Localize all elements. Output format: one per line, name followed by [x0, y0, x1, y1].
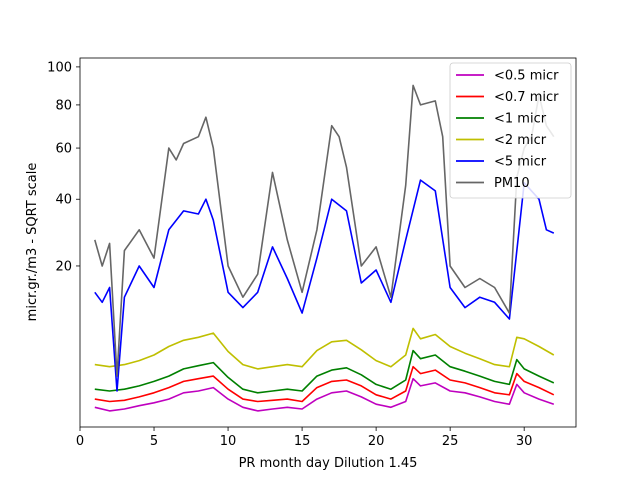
series-line-4 — [94, 327, 555, 370]
x-axis: 0 5 10 15 20 25 30 — [76, 427, 533, 449]
y-axis: 20 40 60 80 100 — [47, 60, 80, 274]
series-line-5 — [94, 179, 555, 392]
x-axis-label: PR month day Dilution 1.45 — [239, 456, 418, 471]
x-tick-label: 30 — [516, 434, 533, 449]
legend-label: <1 micr — [494, 112, 547, 127]
y-tick-label: 80 — [55, 98, 72, 113]
plot-frame — [79, 57, 577, 428]
series-line-1 — [94, 377, 555, 412]
x-tick-label: 20 — [368, 434, 385, 449]
legend-label: <0.5 micr — [494, 69, 559, 84]
legend: <0.5 micr <0.7 micr <1 micr <2 micr <5 micr P… — [449, 62, 572, 199]
x-tick-label: 25 — [442, 434, 459, 449]
y-tick-label: 40 — [55, 193, 72, 208]
x-tick-label: 5 — [150, 434, 158, 449]
y-tick-label: 20 — [55, 259, 72, 274]
series-line-3 — [94, 349, 555, 394]
legend-label: <5 micr — [494, 155, 547, 170]
y-axis-label: micr.gr./m3 - SQRT scale — [25, 163, 40, 322]
x-tick-label: 15 — [294, 434, 311, 449]
series-layer — [94, 84, 555, 412]
x-tick-label: 0 — [76, 434, 84, 449]
x-tick-label: 10 — [220, 434, 237, 449]
y-tick-label: 100 — [47, 60, 72, 75]
y-tick-label: 60 — [55, 142, 72, 157]
series-line-2 — [94, 365, 555, 403]
series-line-6 — [94, 84, 555, 377]
legend-label: <2 micr — [494, 133, 547, 148]
legend-label: PM10 — [494, 176, 530, 191]
legend-label: <0.7 micr — [494, 90, 559, 105]
